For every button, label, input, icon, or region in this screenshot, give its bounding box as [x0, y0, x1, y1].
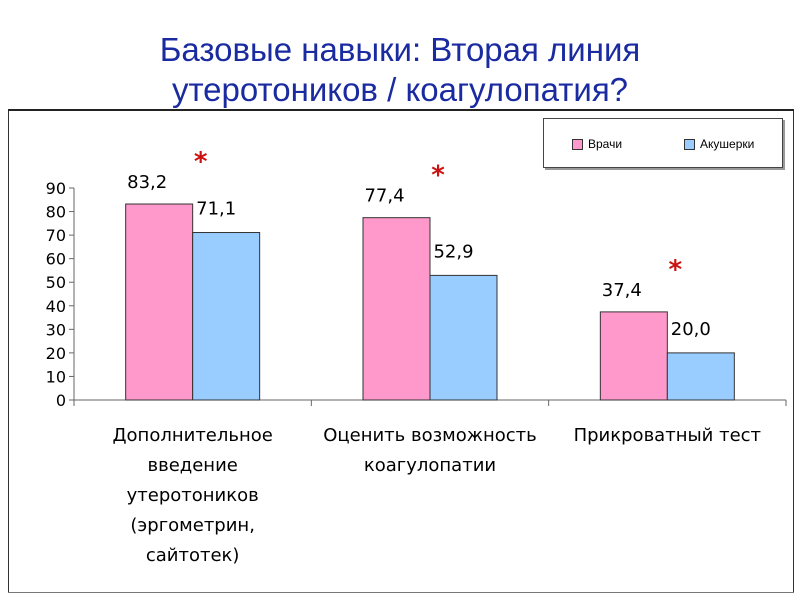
chart-frame-left-border: [8, 111, 9, 593]
x-category-label-line: введение: [147, 455, 238, 476]
significance-marker: *: [669, 255, 683, 285]
y-tick-label: 10: [46, 367, 66, 386]
legend-label-series-2: Акушерки: [700, 137, 755, 151]
bar-2: [192, 232, 261, 401]
y-tick-label: 0: [56, 391, 66, 410]
y-tick-label: 80: [46, 203, 66, 222]
bar-1: [125, 203, 194, 401]
data-label: 71,1: [196, 199, 236, 220]
x-category-label-line: коагулопатии: [363, 455, 497, 476]
chart-frame-bottom-border: [8, 592, 794, 593]
x-category-label: Прикроватный тест: [549, 421, 786, 451]
bar-2: [429, 274, 498, 401]
x-category-label-line: Оценить возможность: [323, 425, 537, 446]
x-category-label: Оценить возможность коагулопатии: [311, 421, 548, 481]
y-tick-label: 30: [46, 320, 66, 339]
data-label: 77,4: [364, 186, 404, 207]
y-tick-label: 90: [46, 179, 66, 198]
x-category-label-line: утеротоников: [126, 485, 259, 506]
chart-legend: Врачи Акушерки: [543, 118, 783, 168]
significance-marker: *: [194, 147, 208, 177]
title-line-1: Базовые навыки: Вторая линия: [159, 31, 641, 68]
legend-swatch-series-2: [684, 139, 695, 150]
y-tick-label: 40: [46, 297, 66, 316]
data-label: 37,4: [602, 280, 642, 301]
y-tick-label: 60: [46, 250, 66, 269]
y-tick-label: 20: [46, 344, 66, 363]
legend-swatch-series-1: [572, 139, 583, 150]
legend-label-series-1: Врачи: [588, 137, 623, 151]
bar-1: [599, 311, 668, 401]
title-line-2: утеротоников / коагулопатия?: [171, 71, 629, 108]
bar-2: [666, 352, 735, 401]
data-label: 52,9: [433, 241, 473, 262]
slide-title: Базовые навыки: Вторая линия утеротонико…: [0, 30, 800, 110]
x-category-label-line: Прикроватный тест: [573, 425, 762, 446]
x-category-label: Дополнительное введение утеротоников (эргом…: [74, 421, 311, 571]
x-category-label-line: (эргометрин,: [130, 515, 255, 536]
y-tick-label: 50: [46, 273, 66, 292]
data-label: 83,2: [127, 172, 167, 193]
significance-marker: *: [431, 161, 445, 191]
x-category-label-line: сайтотек): [145, 545, 240, 566]
x-category-label-line: Дополнительное: [112, 425, 273, 446]
title-divider: [8, 109, 794, 111]
data-label: 20,0: [671, 319, 711, 340]
y-tick-label: 70: [46, 226, 66, 245]
chart-frame-right-border: [793, 111, 794, 593]
bar-1: [362, 217, 431, 401]
